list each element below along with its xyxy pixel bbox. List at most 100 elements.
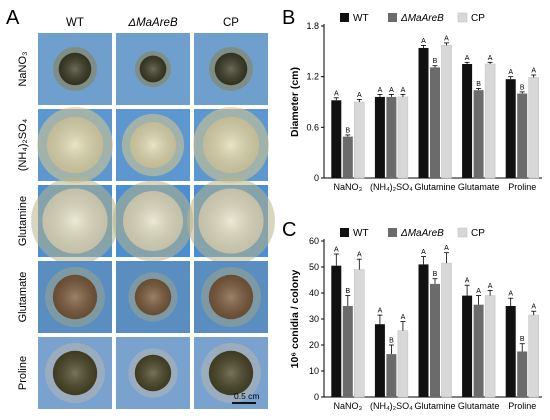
legend-label-2: CP [471, 13, 485, 24]
legend-swatch-2 [457, 227, 468, 238]
significance-letter: A [465, 55, 470, 62]
bar-ΔMaAreB-3 [473, 90, 484, 178]
bar-WT-4 [505, 306, 516, 397]
significance-letter: A [401, 314, 406, 321]
scale-bar-label: 0.5 cm [234, 391, 260, 401]
significance-letter: A [508, 291, 513, 298]
colony-shade [139, 55, 167, 83]
significance-letter: A [444, 35, 449, 42]
colony-shade [198, 188, 264, 254]
legend-swatch-0 [340, 228, 349, 237]
x-tick-label: (NH₄)₂SO₄ [370, 401, 413, 411]
significance-letter: A [389, 87, 394, 94]
colony-shade [46, 116, 104, 174]
significance-letter: A [378, 308, 383, 315]
bar-CP-3 [484, 295, 496, 398]
bar-WT-3 [462, 295, 473, 397]
significance-letter: A [334, 90, 339, 97]
significance-letter: B [345, 288, 350, 295]
legend-label-2: CP [471, 228, 485, 239]
significance-letter: B [520, 84, 525, 91]
colony-photo-r2-c2 [187, 177, 275, 265]
significance-letter: A [401, 87, 406, 94]
colony-shade [52, 274, 98, 320]
y-tick-label: 1.2 [306, 72, 319, 82]
significance-letter: A [531, 304, 536, 311]
significance-letter: B [345, 127, 350, 134]
row-label-1: (NH₄)₂SO₄ [17, 118, 29, 171]
colony-shade [134, 278, 172, 316]
significance-letter: A [465, 278, 470, 285]
colony-photo-r4-c1 [116, 337, 190, 409]
significance-letter: B [433, 58, 438, 65]
significance-letter: A [378, 87, 383, 94]
x-tick-label: Proline [508, 182, 536, 192]
significance-letter: B [433, 271, 438, 278]
x-tick-label: NaNO₃ [333, 182, 362, 192]
x-tick-label: NaNO₃ [333, 401, 362, 411]
bar-CP-0 [354, 269, 365, 398]
y-axis-label: Diameter (cm) [289, 67, 301, 137]
x-tick-label: Glutamate [458, 401, 500, 411]
bar-CP-1 [397, 96, 409, 179]
legend-label-0: WT [353, 13, 369, 24]
bar-WT-3 [462, 64, 473, 178]
colony-photo-r0-c2 [194, 33, 268, 105]
bar-WT-2 [418, 264, 429, 397]
y-tick-label: 20 [309, 340, 319, 350]
colony-shade [52, 350, 98, 396]
y-tick-label: 40 [309, 288, 319, 298]
bar-CP-2 [441, 45, 452, 179]
y-tick-label: 50 [309, 262, 319, 272]
colony-photo-r0-c1 [116, 33, 190, 105]
colony-photo-r1-c2 [193, 107, 269, 183]
colony-photo-grid [31, 33, 275, 409]
bar-WT-0 [331, 100, 342, 178]
y-tick-label: 1.8 [306, 21, 319, 31]
legend-label-1: ΔMaAreB [400, 228, 444, 239]
panel-c: C 0 10 20 30 40 50 60 10⁶ conidia / colony A B A Na… [282, 219, 542, 411]
x-tick-label: (NH₄)₂SO₄ [370, 182, 413, 192]
x-tick-label: Glutamine [414, 182, 455, 192]
significance-letter: A [508, 69, 513, 76]
significance-letter: A [488, 283, 493, 290]
row-label-2: Glutamine [17, 196, 29, 246]
bar-WT-1 [374, 96, 385, 178]
chart-c: 0 10 20 30 40 50 60 10⁶ conidia / colony A B A NaNO… [289, 227, 542, 411]
colony-shade [208, 274, 254, 320]
colony-shade [202, 116, 260, 174]
significance-letter: A [488, 55, 493, 62]
colony-photo-r3-c0 [38, 261, 112, 333]
significance-letter: B [389, 338, 394, 345]
bar-CP-3 [484, 63, 496, 179]
bar-ΔMaAreB-0 [342, 136, 353, 178]
legend-swatch-1 [388, 228, 397, 237]
y-tick-label: 30 [309, 314, 319, 324]
bar-CP-1 [397, 330, 409, 398]
bar-WT-1 [374, 324, 385, 397]
legend-label-1: ΔMaAreB [400, 13, 444, 24]
significance-letter: A [531, 67, 536, 74]
y-tick-label: 10 [309, 366, 319, 376]
significance-letter: A [444, 245, 449, 252]
column-header-1: ΔMaAreB [127, 17, 178, 29]
colony-photo-r0-c0 [38, 33, 112, 105]
bar-WT-2 [418, 47, 429, 179]
significance-letter: A [357, 92, 362, 99]
significance-letter: A [421, 249, 426, 256]
bar-ΔMaAreB-4 [517, 351, 528, 397]
row-label-0: NaNO₃ [17, 51, 29, 86]
significance-letter: A [421, 38, 426, 45]
x-tick-label: Glutamine [414, 401, 455, 411]
colony-photo-r4-c0 [38, 337, 112, 409]
bar-CP-4 [528, 314, 539, 398]
bar-ΔMaAreB-2 [430, 67, 440, 178]
bar-ΔMaAreB-1 [386, 354, 397, 397]
scale-bar: 0.5 cm [232, 391, 260, 404]
colony-photo-r3-c1 [116, 261, 190, 333]
x-tick-label: Glutamate [458, 182, 500, 192]
legend-swatch-1 [388, 13, 397, 22]
